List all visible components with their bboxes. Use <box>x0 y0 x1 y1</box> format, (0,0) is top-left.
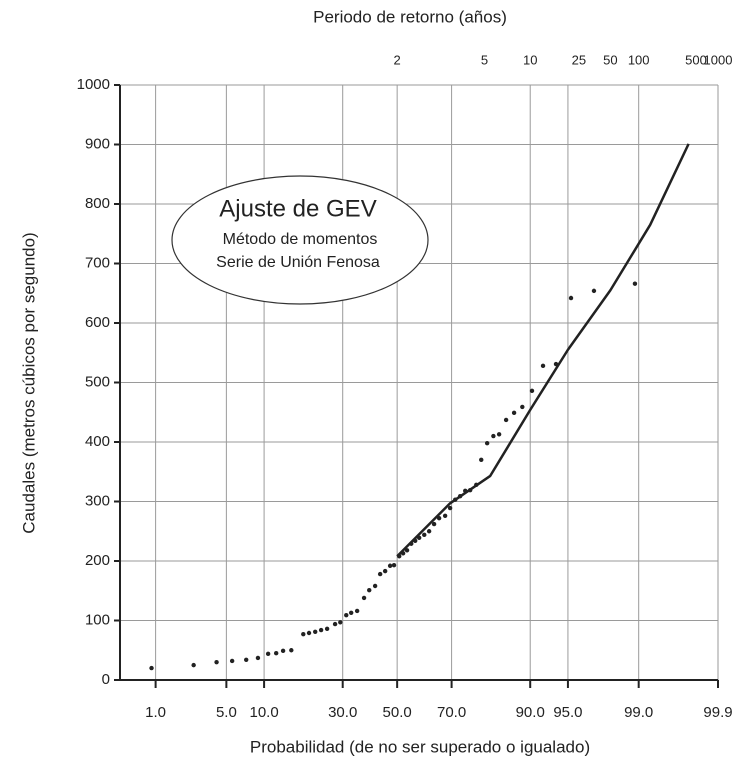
data-point <box>344 612 349 618</box>
y-tick-label: 100 <box>85 611 110 628</box>
x2-tick-label: 10 <box>523 52 537 67</box>
x-axis-title: Probabilidad (de no ser superado o igual… <box>250 737 590 756</box>
data-point <box>372 583 378 589</box>
data-point <box>306 630 312 636</box>
data-point <box>422 532 427 538</box>
data-point <box>367 587 372 593</box>
data-point <box>496 432 502 437</box>
data-point <box>484 440 490 446</box>
data-point <box>632 281 638 286</box>
x2-tick-label: 1000 <box>704 52 733 67</box>
y-tick-label: 200 <box>85 552 110 569</box>
data-point <box>348 610 354 615</box>
data-point <box>313 629 318 635</box>
x-tick-label: 70.0 <box>437 704 466 721</box>
x-tick-label: 50.0 <box>383 704 412 721</box>
annotation-title: Ajuste de GEV <box>219 195 376 222</box>
data-point <box>332 621 338 627</box>
data-point <box>503 417 509 423</box>
y-tick-label: 1000 <box>77 76 110 93</box>
data-point <box>391 562 397 568</box>
fitted-curve <box>396 143 690 558</box>
data-point <box>426 529 432 534</box>
data-point <box>149 665 154 671</box>
x2-axis-title: Periodo de retorno (años) <box>313 7 507 26</box>
data-point <box>479 457 484 463</box>
data-point <box>301 631 306 637</box>
data-point <box>289 648 294 653</box>
x2-tick-label: 25 <box>572 52 586 67</box>
data-point <box>568 295 574 301</box>
x-tick-label: 1.0 <box>145 704 166 721</box>
data-point <box>361 595 367 601</box>
data-point <box>442 513 448 518</box>
data-point <box>377 571 383 577</box>
x2-tick-label: 100 <box>628 52 650 67</box>
x-tick-label: 10.0 <box>249 704 278 721</box>
y-tick-label: 500 <box>85 373 110 390</box>
x-tick-label: 99.0 <box>624 704 653 721</box>
y-tick-label: 900 <box>85 135 110 152</box>
data-point <box>273 651 279 656</box>
data-point <box>338 620 343 625</box>
data-point <box>191 662 196 668</box>
x2-tick-label: 50 <box>603 52 617 67</box>
y-tick-label: 800 <box>85 195 110 212</box>
x2-tick-label: 5 <box>481 52 488 67</box>
data-point <box>447 505 453 511</box>
data-point <box>387 563 393 568</box>
annotation-line: Serie de Unión Fenosa <box>216 254 380 271</box>
x-tick-label: 30.0 <box>328 704 357 721</box>
data-point <box>431 521 437 527</box>
y-tick-label: 700 <box>85 254 110 271</box>
data-point <box>382 568 388 574</box>
data-point <box>265 651 271 657</box>
annotation-line: Método de momentos <box>223 231 378 248</box>
data-point <box>354 608 360 614</box>
data-point <box>324 626 330 632</box>
data-point <box>280 648 286 654</box>
data-point <box>491 433 496 439</box>
data-point <box>529 388 535 394</box>
data-point <box>244 657 249 662</box>
annotation-box <box>171 175 429 305</box>
y-tick-label: 600 <box>85 314 110 331</box>
data-point <box>540 363 546 369</box>
plot-area <box>149 143 690 671</box>
y-tick-label: 300 <box>85 492 110 509</box>
data-point <box>591 288 597 294</box>
y-tick-label: 400 <box>85 433 110 450</box>
data-point <box>511 410 517 416</box>
x-tick-label: 90.0 <box>516 704 545 721</box>
data-point <box>229 658 235 664</box>
data-point <box>255 655 261 661</box>
x2-tick-label: 500 <box>685 52 707 67</box>
y-axis-title: Caudales (metros cúbicos por segundo) <box>19 232 38 533</box>
data-point <box>318 627 324 633</box>
grid: 0 100 200 300 400 500 600 700 800 900 1000 1.0 5.0 10… <box>77 52 733 721</box>
x-tick-label: 95.0 <box>553 704 582 721</box>
x2-tick-label: 2 <box>394 52 401 67</box>
x-tick-label: 5.0 <box>216 704 237 721</box>
data-point <box>214 659 219 665</box>
data-point <box>520 404 525 410</box>
x-tick-label: 99.9 <box>703 704 732 721</box>
y-tick-label: 0 <box>102 671 110 688</box>
